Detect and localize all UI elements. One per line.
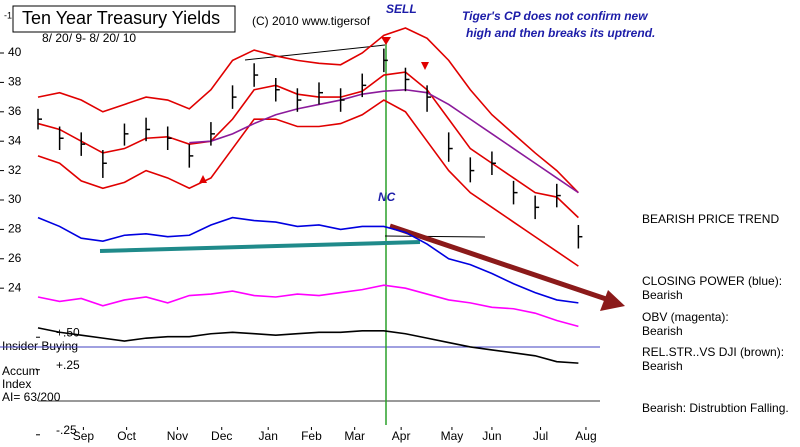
nc-label: NC — [378, 190, 396, 204]
sell-label: SELL — [386, 2, 417, 16]
side-note: Bearish — [642, 324, 683, 338]
series-line — [37, 216, 579, 304]
chart-title: Ten Year Treasury Yields — [22, 8, 220, 28]
insider-label: Insider Buying — [2, 339, 78, 353]
side-note: CLOSING POWER (blue): — [642, 274, 782, 288]
y-tick-label: 34 — [8, 133, 22, 147]
series-line — [37, 327, 579, 364]
series-line — [189, 88, 579, 194]
x-tick-label: May — [441, 429, 464, 443]
y-tick-label: 38 — [8, 75, 22, 89]
series-line — [37, 71, 579, 219]
x-tick-label: Nov — [167, 429, 188, 443]
x-tick-label: Oct — [117, 429, 136, 443]
y2-tick-label: -.25 — [56, 423, 77, 437]
x-tick-label: Jun — [482, 429, 501, 443]
side-note: OBV (magenta): — [642, 310, 729, 324]
sell-arrow — [381, 37, 391, 45]
x-tick-label: Jan — [259, 429, 278, 443]
downtrend-arrow — [389, 223, 613, 304]
support-line — [99, 240, 421, 253]
trend-line — [244, 44, 386, 61]
arrow-head — [600, 290, 625, 311]
series-line — [37, 99, 579, 267]
y-tick-label: 24 — [8, 280, 22, 294]
chart-subtitle: 8/ 20/ 9- 8/ 20/ 10 — [42, 31, 136, 45]
y-tick-label: 40 — [8, 45, 22, 59]
title-box — [12, 5, 236, 33]
x-tick-label: Jul — [533, 429, 548, 443]
x-tick-label: Mar — [344, 429, 365, 443]
series-line — [37, 284, 579, 328]
x-tick-label: Aug — [575, 429, 596, 443]
accum-label: AI= 63/200 — [2, 390, 61, 404]
x-tick-label: Apr — [392, 429, 411, 443]
copyright: (C) 2010 www.tigersof — [252, 14, 371, 28]
side-note: REL.STR..VS DJI (brown): — [642, 345, 784, 359]
side-note: Bearish — [642, 359, 683, 373]
corner-label: -1 — [4, 10, 12, 20]
y-tick-label: 32 — [8, 163, 22, 177]
x-tick-label: Sep — [73, 429, 95, 443]
x-tick-label: Feb — [301, 429, 322, 443]
y2-tick-label: +.25 — [56, 358, 80, 372]
accum-label: Accum — [2, 364, 39, 378]
side-note: Bearish: Distrubtion Falling. — [642, 401, 789, 415]
accum-label: Index — [2, 377, 31, 391]
side-note: BEARISH PRICE TREND — [642, 212, 779, 226]
trend-line — [384, 235, 486, 238]
comment-line: high and then breaks its uptrend. — [466, 26, 655, 40]
series-line — [37, 27, 579, 194]
comment-line: Tiger's CP does not confirm new — [462, 9, 648, 23]
y2-tick-label: +.50 — [56, 325, 80, 339]
y-tick-label: 28 — [8, 222, 22, 236]
y-tick-label: 26 — [8, 251, 22, 265]
y-tick-label: 30 — [8, 192, 22, 206]
side-note: Bearish — [642, 288, 683, 302]
y-tick-label: 36 — [8, 104, 22, 118]
sell-arrow — [421, 62, 429, 70]
x-tick-label: Dec — [211, 429, 232, 443]
